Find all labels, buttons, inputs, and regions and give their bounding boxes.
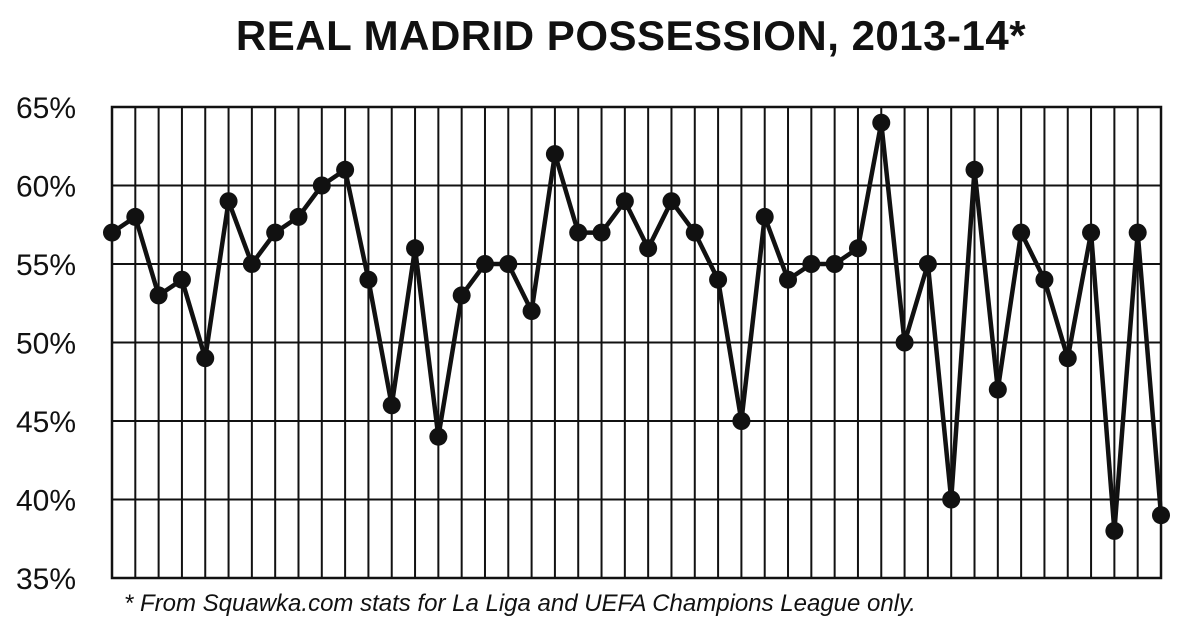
data-point: [569, 223, 588, 242]
data-point: [336, 160, 355, 179]
data-point: [615, 192, 634, 211]
data-point: [522, 302, 541, 321]
y-tick-label: 65%: [16, 92, 76, 125]
data-point: [312, 176, 331, 195]
data-points: [103, 113, 1170, 540]
chart-footnote: * From Squawka.com stats for La Liga and…: [124, 590, 916, 617]
y-tick-label: 35%: [16, 563, 76, 596]
data-point: [452, 286, 471, 305]
data-point: [825, 255, 844, 273]
data-point: [126, 207, 145, 226]
y-tick-label: 60%: [16, 171, 76, 204]
data-point: [1082, 223, 1101, 242]
data-point: [382, 396, 401, 415]
y-axis: 65% 60% 55% 50% 45% 40% 35%: [16, 92, 76, 596]
data-point: [685, 223, 704, 242]
data-point: [429, 427, 448, 446]
data-point: [1012, 223, 1031, 242]
data-point: [639, 239, 658, 258]
data-point: [1128, 223, 1147, 242]
data-point: [406, 239, 425, 258]
data-point: [172, 270, 191, 289]
y-tick-label: 40%: [16, 485, 76, 518]
data-point: [755, 207, 774, 226]
data-point: [872, 113, 891, 132]
y-tick-label: 50%: [16, 328, 76, 361]
grid: [110, 105, 1163, 580]
data-point: [709, 270, 728, 289]
data-point: [475, 255, 494, 273]
data-point: [732, 412, 751, 430]
data-point: [219, 192, 238, 211]
data-point: [1152, 506, 1170, 525]
data-point: [965, 160, 984, 179]
data-point: [266, 223, 285, 242]
data-point: [592, 223, 611, 242]
data-point: [1058, 349, 1077, 368]
data-point: [499, 255, 518, 273]
data-point: [149, 286, 168, 305]
chart-title: REAL MADRID POSSESSION, 2013-14*: [235, 12, 1027, 59]
y-tick-label: 55%: [16, 249, 76, 282]
data-point: [359, 270, 378, 289]
data-point: [1035, 270, 1054, 289]
data-point: [662, 192, 681, 211]
data-point: [918, 255, 937, 273]
data-point: [895, 333, 914, 352]
data-point: [988, 380, 1007, 399]
data-point: [779, 270, 798, 289]
data-point: [289, 207, 308, 226]
possession-series-line: [110, 122, 1164, 532]
data-point: [1105, 521, 1124, 540]
data-point: [848, 239, 867, 258]
data-point: [942, 490, 961, 509]
data-point: [242, 255, 261, 273]
series-line-layer: [110, 122, 1164, 532]
data-point: [545, 145, 564, 164]
data-point: [103, 223, 121, 242]
data-point: [802, 255, 821, 273]
data-point: [196, 349, 215, 368]
y-tick-label: 45%: [16, 406, 76, 439]
plot-frame: [110, 105, 1163, 580]
